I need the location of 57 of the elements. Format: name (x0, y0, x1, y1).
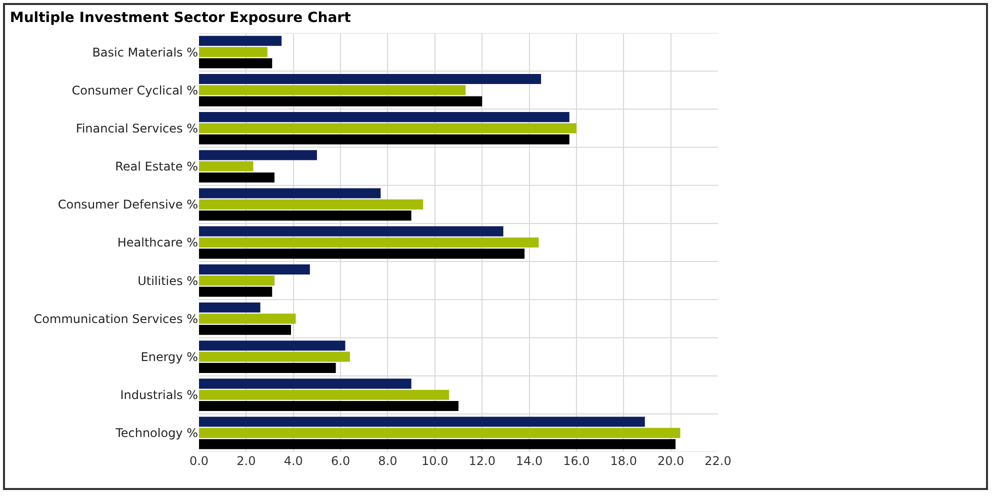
bar (199, 276, 274, 286)
y-tick-label: Basic Materials % (92, 45, 198, 60)
y-tick-label: Technology % (114, 426, 198, 440)
bar (199, 390, 450, 400)
bar (199, 123, 576, 134)
bar (199, 210, 412, 221)
x-tick-label: 0.0 (189, 454, 209, 468)
x-tick-label: 2.0 (236, 454, 256, 468)
bar (199, 36, 282, 46)
bar (199, 112, 570, 122)
y-tick-label: Industrials % (120, 388, 198, 402)
bar (199, 428, 680, 438)
bar (199, 226, 504, 236)
bar (199, 378, 412, 389)
x-tick-label: 12.0 (468, 454, 496, 468)
bar (199, 286, 272, 297)
x-tick-label: 4.0 (284, 454, 303, 468)
bar (199, 188, 381, 198)
x-tick-label: 22.0 (704, 454, 732, 468)
bar (199, 58, 272, 68)
bar (199, 362, 336, 373)
y-tick-label: Utilities % (138, 274, 198, 288)
y-tick-label: Energy % (140, 350, 198, 364)
bar (199, 416, 645, 427)
bar (199, 352, 350, 362)
bar (199, 96, 482, 106)
bar (199, 302, 260, 313)
bar (199, 47, 268, 58)
bar (199, 74, 542, 84)
x-tick-label: 10.0 (422, 454, 448, 468)
x-tick-label: 14.0 (516, 454, 543, 468)
x-tick-label: 8.0 (378, 454, 398, 468)
x-tick-label: 6.0 (331, 454, 350, 468)
x-tick-label: 20.0 (657, 454, 684, 468)
bar (199, 401, 458, 412)
bar (199, 439, 676, 450)
bar (199, 248, 525, 259)
y-tick-label: Financial Services % (76, 121, 198, 136)
bar (199, 340, 346, 351)
bar (199, 264, 310, 274)
x-tick-label: 18.0 (610, 454, 637, 468)
chart-title: Multiple Investment Sector Exposure Chart (10, 10, 352, 26)
y-tick-label: Communication Services % (34, 312, 198, 326)
bar (199, 314, 296, 324)
y-tick-label: Real Estate % (115, 160, 198, 174)
bar (199, 150, 317, 160)
x-tick-label: 16.0 (563, 454, 590, 468)
bar (199, 324, 291, 335)
bar (199, 237, 539, 248)
bar (199, 199, 424, 210)
y-tick-label: Consumer Defensive % (58, 198, 198, 212)
y-tick-label: Healthcare % (117, 236, 198, 250)
bar (199, 85, 466, 96)
bar (199, 161, 254, 172)
bar (199, 134, 570, 144)
y-tick-label: Consumer Cyclical % (72, 83, 198, 98)
bar (199, 172, 274, 183)
